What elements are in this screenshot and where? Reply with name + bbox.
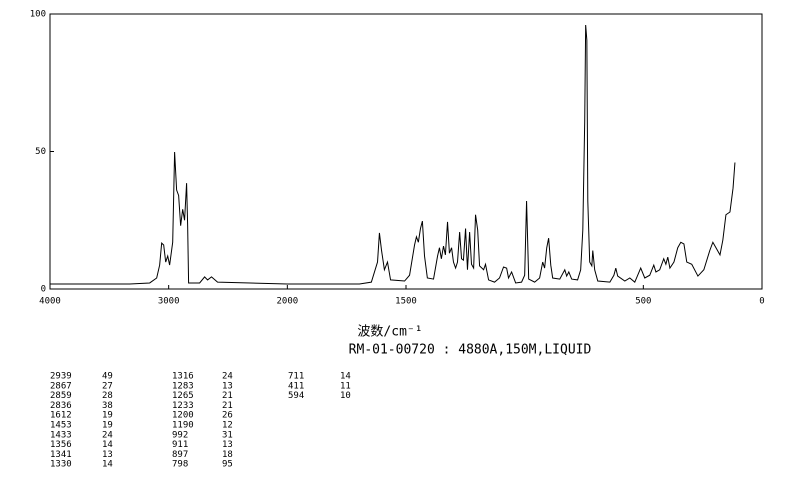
peak-wavenumber: 1341 [50,450,72,460]
peak-wavenumber: 1330 [50,460,72,470]
x-tick-label: 3000 [158,297,180,307]
peak-wavenumber: 897 [172,450,188,460]
peak-intensity: 10 [340,391,351,401]
peak-intensity: 27 [102,381,113,391]
peak-wavenumber: 711 [288,372,304,382]
peak-wavenumber: 1433 [50,430,72,440]
peak-wavenumber: 2836 [50,401,72,411]
peak-wavenumber: 1200 [172,411,194,421]
peak-intensity: 14 [102,460,113,470]
peak-intensity: 13 [222,440,233,450]
peak-intensity: 95 [222,460,233,470]
peak-intensity: 19 [102,411,113,421]
peak-wavenumber: 594 [288,391,304,401]
peak-intensity: 24 [102,430,113,440]
x-axis-label: 波数/cm⁻¹ [357,325,422,340]
subtitle: RM-01-00720 : 4880A,150M,LIQUID [349,343,592,358]
peak-wavenumber: 1612 [50,411,72,421]
peak-intensity: 14 [340,372,351,382]
y-tick-label: 100 [30,10,46,20]
peak-wavenumber: 1316 [172,372,194,382]
peak-wavenumber: 1356 [50,440,72,450]
peak-intensity: 12 [222,421,233,431]
peak-intensity: 26 [222,411,233,421]
peak-wavenumber: 1190 [172,421,194,431]
spectrum-line [50,24,736,285]
peak-intensity: 21 [222,391,233,401]
peak-intensity: 13 [222,381,233,391]
peak-wavenumber: 1283 [172,381,194,391]
x-tick-label: 1500 [395,297,417,307]
peak-intensity: 49 [102,372,113,382]
peak-wavenumber: 2859 [50,391,72,401]
peak-intensity: 13 [102,450,113,460]
peak-wavenumber: 1233 [172,401,194,411]
x-tick-label: 2000 [276,297,298,307]
peak-intensity: 11 [340,381,351,391]
peak-wavenumber: 1453 [50,421,72,431]
peak-wavenumber: 2939 [50,372,72,382]
peak-intensity: 19 [102,421,113,431]
peak-wavenumber: 2867 [50,381,72,391]
peak-intensity: 21 [222,401,233,411]
peak-intensity: 31 [222,430,233,440]
peak-intensity: 38 [102,401,113,411]
peak-wavenumber: 992 [172,430,188,440]
peak-intensity: 18 [222,450,233,460]
peak-wavenumber: 1265 [172,391,194,401]
y-tick-label: 50 [35,147,46,157]
peak-intensity: 14 [102,440,113,450]
peak-intensity: 24 [222,372,233,382]
y-tick-label: 0 [41,285,46,295]
peak-wavenumber: 411 [288,381,304,391]
x-tick-label: 4000 [39,297,61,307]
peak-intensity: 28 [102,391,113,401]
x-tick-label: 500 [635,297,651,307]
x-tick-label: 0 [759,297,764,307]
peak-wavenumber: 798 [172,460,188,470]
peak-wavenumber: 911 [172,440,188,450]
